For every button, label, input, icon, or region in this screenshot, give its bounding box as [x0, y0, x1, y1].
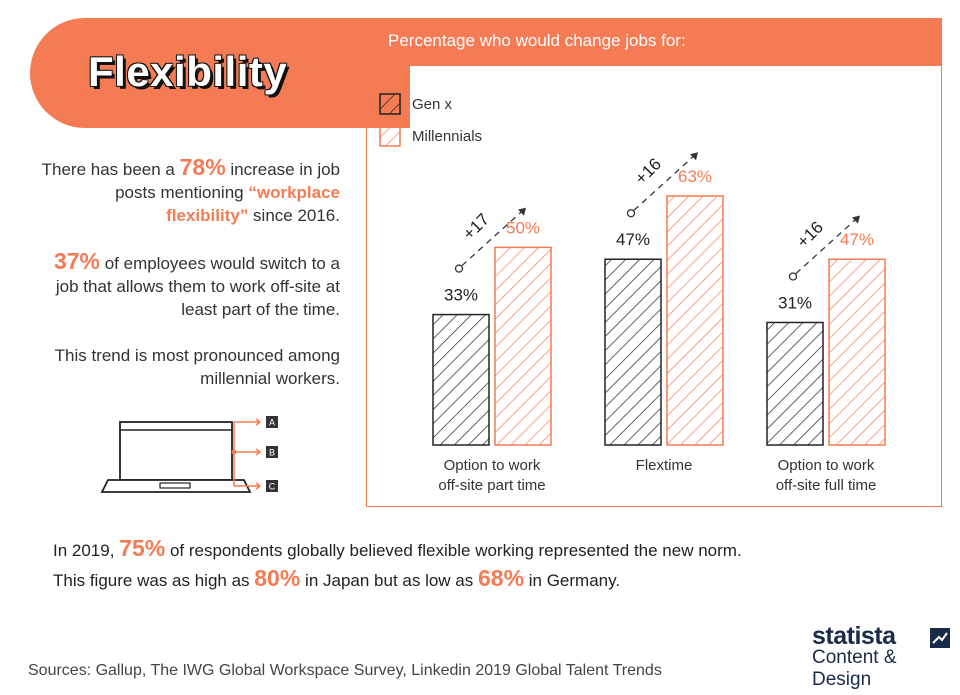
bar-value-label: 47% [616, 230, 650, 249]
stat-text: of employees would switch to a job that … [55, 254, 340, 319]
laptop-option-a: A [269, 418, 275, 428]
bar-value-label: 47% [840, 230, 874, 249]
chart-title: Percentage who would change jobs for: [388, 31, 686, 50]
title-banner [30, 18, 410, 128]
category-label: off-site part time [438, 477, 545, 494]
stat-text: since 2016. [248, 206, 340, 225]
stat-number: 78% [179, 154, 226, 180]
stat-trend: This trend is most pronounced among mill… [54, 346, 340, 388]
bottom-text: In 2019, [53, 541, 120, 560]
brand: statista Content & Design [812, 622, 960, 691]
statista-logo-icon [930, 628, 950, 648]
bar-chart: Gen x Millennials 33% 50% Option to work off… [379, 93, 886, 494]
sources: Sources: Gallup, The IWG Global Workspac… [28, 662, 662, 679]
brand-name: statista [812, 622, 896, 650]
bar-value-label: 63% [678, 167, 712, 186]
chart-legend: Gen x Millennials [379, 93, 482, 147]
laptop-option-c: C [269, 482, 276, 492]
legend-swatch-0 [379, 93, 401, 115]
bottom-stat-1: In 2019, 75% of respondents globally bel… [53, 535, 742, 562]
stat-quote: “workplace flexibility” [166, 183, 340, 225]
legend-label-0: Gen x [412, 96, 453, 113]
bottom-stat-2: This figure was as high as 80% in Japan … [53, 565, 620, 592]
bottom-number: 80% [254, 565, 301, 591]
legend-label-1: Millennials [412, 128, 482, 145]
bottom-number: 75% [119, 535, 166, 561]
bar-hatch [495, 247, 551, 445]
difference-label: +16 [631, 154, 665, 188]
bottom-text: in Japan but as low as [300, 571, 478, 590]
bottom-text: This figure was as high as [53, 571, 255, 590]
stat-employees: 37% of employees would switch to a job t… [40, 250, 340, 321]
chart-header: Percentage who would change jobs for: [366, 18, 942, 66]
brand-sub: Content & Design [812, 647, 897, 690]
chart-bars: 33% 50% Option to work off-site part time +1… [432, 152, 886, 494]
bottom-text: in Germany. [524, 571, 621, 590]
bar-hatch [667, 196, 723, 445]
laptop-option-b: B [269, 448, 275, 458]
category-label: Option to work [778, 457, 875, 474]
bar-hatch [767, 322, 823, 445]
laptop-icon: A B C [100, 416, 278, 493]
bar-hatch [433, 314, 489, 445]
difference-label: +17 [459, 210, 493, 244]
category-label: Option to work [444, 457, 541, 474]
bar-hatch [605, 259, 661, 445]
category-label: Flextime [636, 457, 693, 474]
stat-number: 37% [53, 248, 100, 274]
category-label: off-site full time [776, 477, 877, 494]
difference-label: +16 [793, 218, 827, 252]
bar-value-label: 50% [506, 218, 540, 237]
legend-swatch-1 [379, 125, 401, 147]
bar-value-label: 33% [444, 286, 478, 305]
stat-text: There has been a [41, 160, 180, 179]
page-title: Flexibility [88, 48, 288, 95]
bottom-number: 68% [477, 565, 525, 591]
bar-hatch [829, 259, 885, 445]
stat-text: increase in job posts mentioning [115, 160, 340, 202]
bar-value-label: 31% [778, 293, 812, 312]
stat-job-posts: There has been a 78% increase in job pos… [40, 156, 340, 227]
bottom-text: of respondents globally believed flexibl… [165, 541, 742, 560]
